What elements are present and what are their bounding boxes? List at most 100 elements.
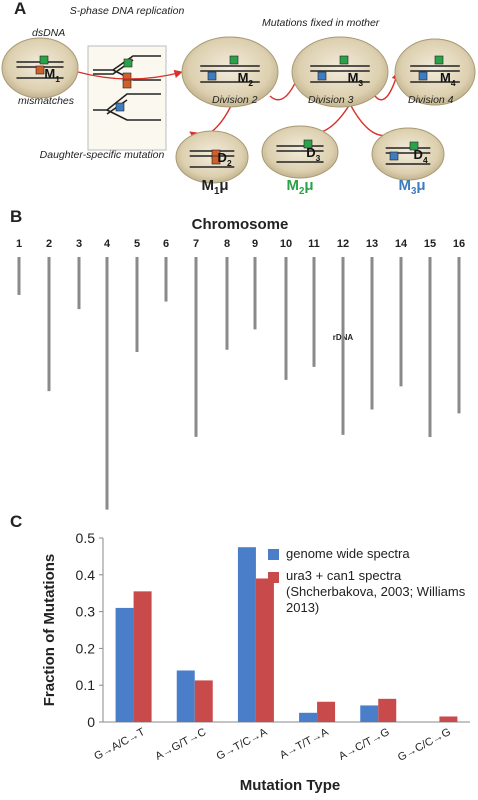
legend-swatch bbox=[268, 572, 279, 583]
replication-label: S-phase DNA replication bbox=[70, 5, 185, 17]
panel-b: B Chromosome rDNA bbox=[10, 207, 353, 342]
mismatches-label: mismatches bbox=[18, 95, 75, 107]
lineage-label: M1μ bbox=[201, 177, 228, 197]
cell bbox=[261, 125, 339, 179]
bar bbox=[255, 578, 274, 722]
label-main: M bbox=[201, 177, 214, 194]
bar bbox=[378, 698, 397, 722]
mother-label: M1 bbox=[44, 66, 60, 84]
replication-text: S-phase DNA replication bbox=[70, 5, 185, 17]
chromosome-number: 12 bbox=[337, 238, 349, 250]
label-main: D bbox=[414, 147, 423, 162]
label-main: M bbox=[440, 70, 451, 85]
daughter-mutation-label: Daughter-specific mutation bbox=[40, 149, 165, 161]
chromosome-number: 9 bbox=[252, 238, 258, 250]
mutation-box bbox=[39, 55, 49, 65]
chromosome-number: 14 bbox=[395, 238, 408, 250]
y-axis-label: Fraction of Mutations bbox=[41, 554, 58, 707]
x-tick-label: G→C/C→G bbox=[396, 726, 453, 764]
chromosome-number: 8 bbox=[224, 238, 230, 250]
panel-a: A S-phase DNA replication dsDNA mismatch… bbox=[14, 0, 380, 161]
bar bbox=[299, 712, 318, 722]
y-tick-label: 0.2 bbox=[76, 640, 96, 656]
chromosome-number: 5 bbox=[134, 238, 140, 250]
chromosome-number: 7 bbox=[193, 238, 199, 250]
bar bbox=[194, 680, 213, 722]
lineage-label: M3μ bbox=[398, 177, 425, 197]
label-sub: 3 bbox=[316, 153, 321, 163]
chromosome-number: 13 bbox=[366, 238, 378, 250]
cell bbox=[371, 127, 445, 181]
legend-label: genome wide spectra bbox=[286, 546, 410, 561]
chromosome-number: 6 bbox=[163, 238, 169, 250]
panel-letter: C bbox=[10, 512, 22, 531]
label-sub: 2 bbox=[299, 186, 305, 197]
panel-letter: A bbox=[14, 0, 26, 18]
bar bbox=[115, 607, 134, 722]
mutation-box bbox=[409, 141, 419, 151]
label-main: D bbox=[306, 145, 315, 160]
chromosome-number: 15 bbox=[424, 238, 436, 250]
mutation-box bbox=[317, 71, 327, 81]
dsdna-label: dsDNA bbox=[32, 27, 65, 39]
bar bbox=[176, 670, 195, 722]
replication-box bbox=[87, 45, 167, 151]
mutation-box bbox=[339, 55, 349, 65]
mutation-box bbox=[211, 155, 221, 165]
chromosome-number: 1 bbox=[16, 238, 22, 250]
chromosome-number: 16 bbox=[453, 238, 465, 250]
label-sub: 4 bbox=[451, 78, 456, 88]
label-sub: 1 bbox=[214, 186, 220, 197]
division-arrow bbox=[77, 69, 183, 80]
chromosome-number: 2 bbox=[46, 238, 52, 250]
bar bbox=[133, 591, 152, 722]
bar bbox=[439, 716, 458, 722]
x-tick-label: A→G/T→C bbox=[153, 726, 208, 763]
x-tick-label: G→A/C→T bbox=[92, 726, 147, 763]
label-sub: 3 bbox=[358, 78, 363, 88]
y-tick-label: 0 bbox=[87, 714, 95, 730]
mutation-box bbox=[207, 71, 217, 81]
chromosome-number: 11 bbox=[308, 238, 320, 250]
label-main: M bbox=[398, 177, 411, 194]
division-label: Division 4 bbox=[408, 94, 454, 106]
chromosome-number: 3 bbox=[76, 238, 82, 250]
y-tick-label: 0.1 bbox=[76, 677, 96, 693]
mutation-box bbox=[434, 55, 444, 65]
label-main: M bbox=[286, 177, 299, 194]
label-sub: 4 bbox=[423, 155, 428, 165]
mutation-box bbox=[229, 55, 239, 65]
cell bbox=[291, 36, 389, 108]
chromosome-number: 10 bbox=[280, 238, 292, 250]
label-main: M bbox=[348, 70, 359, 85]
y-tick-label: 0.5 bbox=[76, 530, 96, 546]
legend: genome wide spectra ura3 + can1 spectra (… bbox=[268, 546, 473, 622]
panel-letter: B bbox=[10, 207, 22, 226]
x-axis-label: Mutation Type bbox=[240, 777, 341, 794]
lineage-label: M2μ bbox=[286, 177, 313, 197]
division-arrow bbox=[349, 103, 396, 140]
legend-swatch bbox=[268, 549, 279, 560]
daughter-label: D4 bbox=[414, 147, 428, 165]
label-sub: 1 bbox=[55, 74, 60, 84]
legend-label: ura3 + can1 spectra (Shcherbakova, 2003;… bbox=[286, 568, 466, 615]
label-suffix: μ bbox=[416, 177, 425, 194]
label-sub: 2 bbox=[248, 78, 253, 88]
x-tick-label: A→C/T→G bbox=[337, 726, 392, 763]
x-tick-label: G→T/C→A bbox=[215, 726, 270, 763]
mutation-box bbox=[389, 151, 399, 161]
mother-label: M4 bbox=[440, 70, 456, 88]
mutation-box bbox=[418, 71, 428, 81]
daughter-label: D2 bbox=[218, 150, 232, 168]
label-sub: 3 bbox=[411, 186, 417, 197]
label-suffix: μ bbox=[304, 177, 313, 194]
bar bbox=[237, 547, 256, 722]
label-main: D bbox=[218, 150, 227, 165]
mother-label: M2 bbox=[238, 70, 254, 88]
division-label: Division 3 bbox=[308, 94, 354, 106]
mutation-box bbox=[35, 65, 45, 75]
cell bbox=[181, 36, 279, 108]
cell bbox=[394, 38, 476, 106]
